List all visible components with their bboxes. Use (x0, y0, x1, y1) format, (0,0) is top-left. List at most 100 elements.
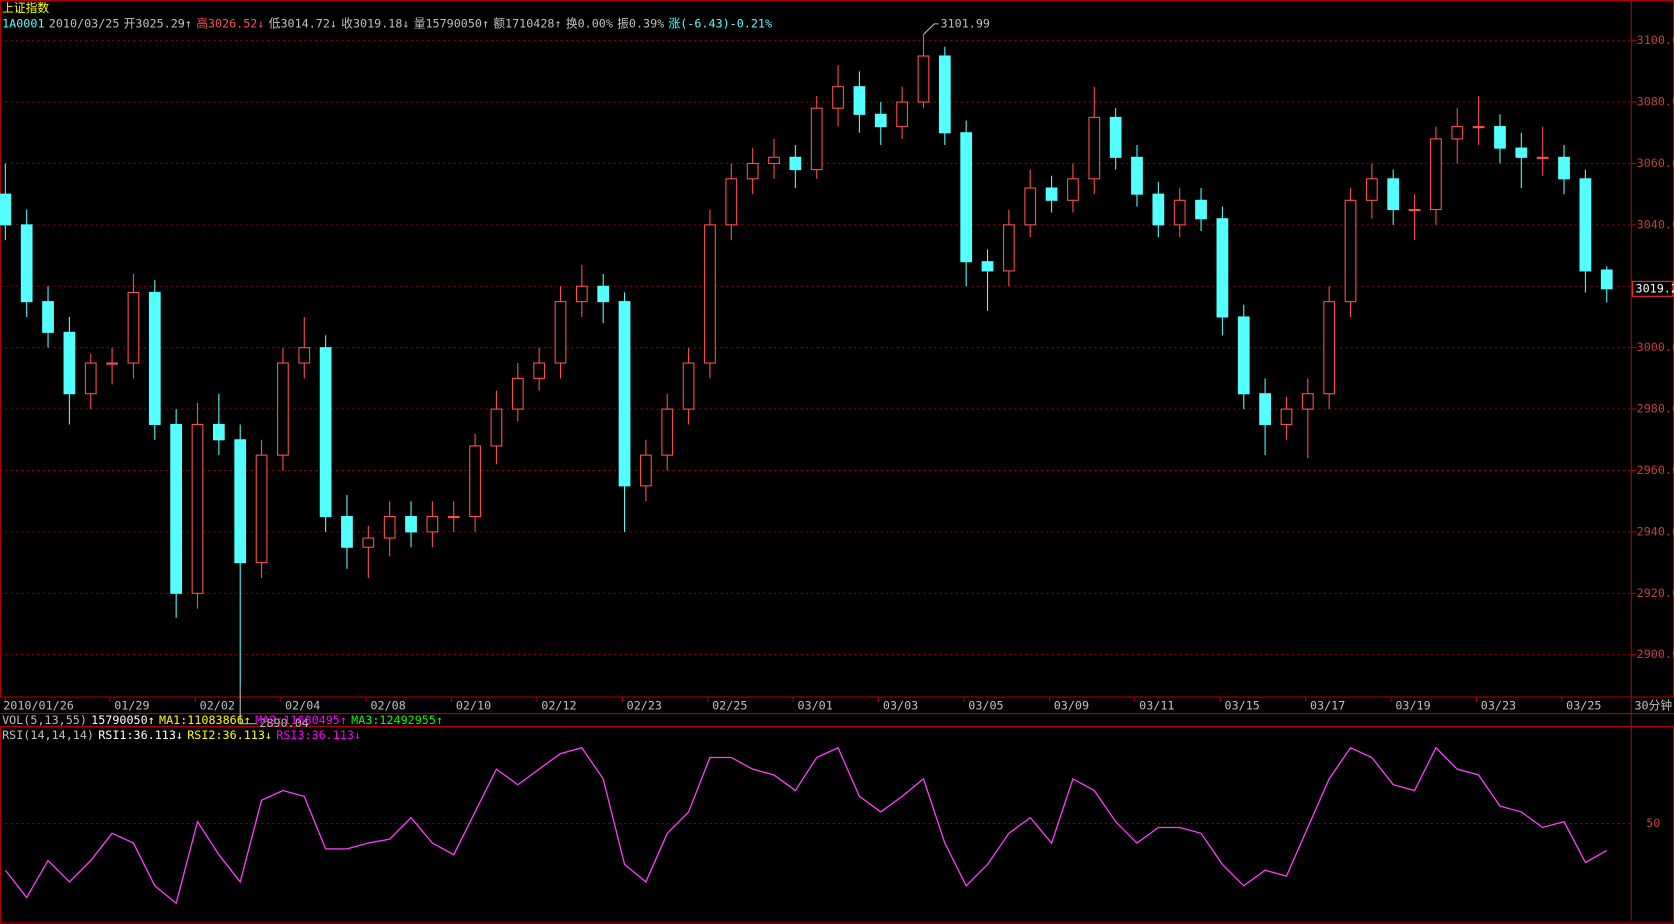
candle-body (1558, 156, 1570, 180)
high-pointer (923, 23, 939, 35)
candle-body (1430, 138, 1442, 211)
candle-body (1536, 156, 1549, 159)
x-tick-label: 02/02 (200, 699, 235, 713)
candle-body (874, 113, 887, 128)
candle-body (511, 377, 524, 410)
info-item: 涨(-6.43)-0.21% (668, 16, 772, 30)
candle-body (853, 86, 866, 115)
info-line: RSI(14,14,14) RSI1:36.113↓ RSI2:36.113↓ RSI… (2, 727, 361, 741)
info-item: RSI1:36.113↓ (98, 727, 183, 741)
x-tick-label: 03/19 (1395, 699, 1430, 713)
candle-body (469, 445, 481, 518)
candle-body (832, 86, 844, 109)
candle-body (277, 362, 289, 456)
y-tick-label: 2940.00 (1637, 524, 1674, 538)
candle-body (234, 439, 247, 564)
candle-body (490, 408, 503, 447)
x-tick-label: 03/09 (1054, 699, 1089, 713)
high-label: 3101.99 (941, 16, 990, 30)
info-item: 收3019.18↓ (341, 16, 409, 30)
x-tick-label: 03/15 (1225, 699, 1260, 713)
candle-body (0, 193, 12, 226)
x-tick-label: 02/08 (370, 699, 405, 713)
candle-body (1408, 208, 1421, 212)
x-tick-label: 03/01 (797, 699, 832, 713)
info-item: 1A0001 (2, 16, 44, 30)
y-tick-label: 2920.00 (1637, 586, 1674, 600)
info-item: 换0.00% (566, 16, 613, 30)
candle-body (960, 132, 973, 263)
candle-body (212, 423, 225, 441)
x-tick-label: 02/25 (712, 699, 747, 713)
candle-body (319, 347, 332, 518)
candle-body (554, 301, 567, 364)
info-item: 开3025.29↑ (124, 16, 192, 30)
candle-body (1387, 178, 1400, 211)
low-pointer (239, 685, 258, 725)
candle-body (746, 162, 759, 180)
low-label: 2890.04 (259, 716, 308, 730)
info-item: MA3:12492955↑ (351, 712, 443, 726)
last-price-box (1631, 280, 1674, 297)
candle-body (725, 178, 738, 226)
candle-body (426, 516, 439, 533)
candle-body (1237, 316, 1250, 395)
candle-body (789, 156, 802, 171)
rsi-line (4, 746, 1608, 905)
candle-body (255, 454, 268, 564)
candle-body (1131, 156, 1143, 195)
candle-body (84, 362, 97, 395)
candle-body (447, 516, 460, 519)
candle-body (917, 55, 930, 103)
candle-body (1195, 199, 1207, 220)
y-tick-label: 3060.00 (1637, 156, 1674, 170)
x-tick-label: 02/23 (627, 699, 662, 713)
x-tick-label: 03/05 (968, 699, 1003, 713)
info-item: 15790050↑ (91, 712, 155, 726)
info-item: 额1710428↑ (493, 16, 561, 30)
candle-body (1365, 178, 1378, 201)
x-tick-label: 01/29 (114, 699, 149, 713)
y-tick-label: 50 (1646, 816, 1660, 830)
info-item: 高3026.52↓ (196, 16, 264, 30)
x-tick-label: 02/12 (541, 699, 576, 713)
candle-body (618, 301, 631, 487)
candle-body (661, 408, 674, 456)
y-tick-label: 2980.00 (1637, 402, 1674, 416)
info-line: VOL(5,13,55) 15790050↑ MA1:11083866↑ MA2:11… (2, 712, 443, 726)
info-item: 量15790050↑ (414, 16, 489, 30)
candle-body (106, 362, 118, 365)
candle-body (1515, 147, 1528, 158)
y-tick-label: 2900.00 (1637, 647, 1674, 661)
x-tick-label: 02/04 (285, 699, 320, 713)
candle-body (1494, 126, 1506, 149)
candle-body (127, 291, 140, 364)
x-tick-label: 03/23 (1481, 699, 1516, 713)
candle-body (20, 224, 33, 303)
x-tick-label: 03/03 (883, 699, 918, 713)
candle-body (597, 285, 610, 303)
candle-body (640, 454, 652, 487)
candle-body (1472, 126, 1485, 129)
info-item: VOL(5,13,55) (2, 712, 87, 726)
x-tick-label: 02/10 (456, 699, 491, 713)
x-tick-label: 03/11 (1139, 699, 1174, 713)
rsi-frame (0, 725, 1674, 924)
candle-body (938, 55, 951, 134)
candle-body (148, 291, 161, 425)
candle-body (362, 537, 375, 548)
candle-body (1579, 178, 1592, 272)
candle-body (170, 423, 183, 594)
info-item: MA2:11680495↑ (255, 712, 347, 726)
x-tick-label: 03/25 (1566, 699, 1601, 713)
candle-body (896, 101, 908, 128)
candle-body (1045, 187, 1058, 201)
candle-body (1067, 178, 1079, 201)
candle-body (768, 156, 780, 164)
info-item: 2010/03/25 (49, 16, 120, 30)
candle-body (405, 516, 417, 533)
info-item: RSI(14,14,14) (2, 727, 94, 741)
candle-body (1152, 193, 1165, 226)
candle-body (1216, 218, 1229, 318)
